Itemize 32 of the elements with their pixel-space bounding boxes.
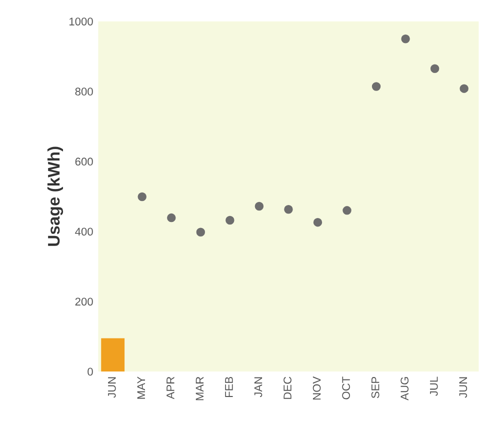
point	[401, 34, 410, 44]
x-tick-label: SEP	[371, 376, 380, 398]
x-tick-label: FEB	[225, 376, 233, 398]
x-tick-label: DEC	[284, 376, 292, 399]
point	[254, 202, 264, 211]
x-tick-label: MAR	[196, 376, 204, 400]
y-tick-label: 400	[75, 228, 93, 236]
point	[372, 82, 381, 91]
y-axis-title: Usage (kWh)	[47, 146, 64, 246]
x-tick-label: JUN	[108, 377, 116, 398]
x-tick-label: JAN	[254, 377, 262, 398]
point	[313, 218, 322, 227]
point	[196, 228, 206, 237]
x-tick-label: AUG	[400, 377, 409, 400]
point	[226, 216, 234, 225]
point	[342, 206, 352, 215]
x-tick-label: JUN	[459, 377, 468, 398]
point	[167, 213, 176, 222]
x-tick-label: MAY	[137, 376, 145, 399]
x-tick-label: APR	[166, 376, 174, 400]
y-tick-label: 0	[88, 368, 93, 376]
x-tick-label: JUL	[430, 376, 438, 396]
x-tick-label: NOV	[312, 376, 321, 400]
point	[138, 192, 146, 202]
y-tick-label: 600	[75, 158, 93, 166]
point	[460, 84, 468, 93]
point	[430, 64, 440, 73]
y-tick-label: 1000	[69, 18, 93, 26]
x-tick-label: OCT	[342, 376, 350, 400]
y-tick-label: 800	[75, 88, 93, 96]
point	[284, 205, 293, 214]
y-tick-label: 200	[75, 298, 93, 306]
